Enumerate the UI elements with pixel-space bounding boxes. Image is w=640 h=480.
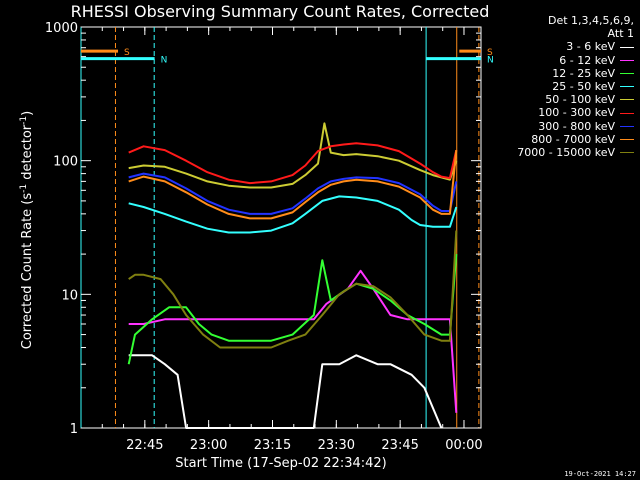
y-axis-label-exponent: -1 (19, 184, 29, 193)
x-tick-label: 23:45 (381, 438, 418, 453)
legend-entry-label: 3 - 6 keV (566, 40, 615, 54)
series-line (128, 230, 458, 349)
legend-entry-label: 800 - 7000 keV (531, 132, 615, 146)
y-tick-label: 10 (61, 288, 78, 303)
legend-entry-label: 25 - 50 keV (552, 80, 615, 94)
legend-entry: 12 - 25 keV (484, 67, 634, 80)
flag-bar-label: S (124, 48, 130, 58)
y-tick-label: 1 (70, 422, 78, 437)
legend-attenuator: Att 1 (607, 27, 634, 41)
x-axis-label: Start Time (17-Sep-02 22:34:42) (175, 456, 386, 471)
legend-entry-label: 7000 - 15000 keV (517, 146, 615, 160)
legend-swatch (620, 152, 634, 154)
series-line (128, 142, 458, 185)
legend-entry-label: 50 - 100 keV (545, 93, 615, 107)
flag-bar-label: S (487, 48, 493, 58)
series-line (128, 269, 458, 413)
flag-bar-label: N (161, 56, 168, 66)
legend-entry: 6 - 12 keV (484, 54, 634, 67)
chart-title: RHESSI Observing Summary Count Rates, Co… (71, 2, 490, 21)
y-axis: 1000 100 10 1 (45, 21, 481, 437)
x-tick-label: 23:15 (254, 438, 291, 453)
series-lines (127, 122, 458, 429)
x-tick-label: 23:00 (190, 438, 227, 453)
x-tick-label: 23:30 (318, 438, 355, 453)
plot-area: S SN N (80, 26, 494, 429)
legend-entry: 300 - 800 keV (484, 120, 634, 133)
y-axis-label-part: Corrected Count Rate (s (20, 193, 35, 350)
legend-entry-label: 100 - 300 keV (538, 106, 615, 120)
legend-entry-label: 6 - 12 keV (559, 53, 615, 67)
y-axis-label: Corrected Count Rate (s-1 detector-1) (19, 111, 35, 349)
series-line (127, 254, 458, 365)
legend-swatch (620, 86, 634, 88)
legend-swatch (620, 72, 634, 74)
legend: Det 1,3,4,5,6,9, Att 1 3 - 6 keV 6 - 12 k… (484, 14, 634, 159)
y-axis-label-part: detector (20, 124, 35, 184)
flag-bars: S SN N (81, 48, 494, 66)
legend-swatch (620, 46, 634, 48)
y-axis-label-part: ) (20, 111, 35, 116)
series-line (128, 172, 458, 215)
legend-entry-label: 12 - 25 keV (552, 66, 615, 80)
x-axis: 22:45 23:00 23:15 23:30 23:45 00:00 (101, 27, 483, 453)
x-tick-label: 00:00 (445, 438, 482, 453)
y-tick-label: 1000 (45, 21, 78, 36)
legend-swatch (620, 112, 634, 114)
legend-entry: 7000 - 15000 keV (484, 146, 634, 159)
legend-entry: 3 - 6 keV (484, 40, 634, 53)
legend-entry: 800 - 7000 keV (484, 133, 634, 146)
series-line (128, 195, 458, 234)
generation-timestamp: 19-Oct-2021 14:27 (564, 470, 636, 478)
flag-bar-label: N (487, 56, 494, 66)
x-tick-label: 22:45 (126, 438, 163, 453)
legend-swatch (620, 99, 634, 101)
legend-entry-label: 300 - 800 keV (538, 119, 615, 133)
legend-entry: 50 - 100 keV (484, 93, 634, 106)
legend-swatch (620, 138, 634, 140)
legend-entries: 3 - 6 keV 6 - 12 keV 12 - 25 keV 25 - 50 ke… (484, 40, 634, 159)
series-line (128, 150, 458, 220)
legend-detectors: Det 1,3,4,5,6,9, (547, 14, 634, 27)
legend-entry: 100 - 300 keV (484, 106, 634, 119)
series-line (128, 354, 443, 429)
legend-swatch (620, 125, 634, 127)
y-tick-label: 100 (53, 155, 78, 170)
legend-swatch (620, 59, 634, 61)
legend-entry: 25 - 50 keV (484, 80, 634, 93)
vertical-markers (80, 27, 480, 428)
series-line (128, 122, 458, 189)
y-axis-label-exponent: -1 (19, 116, 29, 125)
